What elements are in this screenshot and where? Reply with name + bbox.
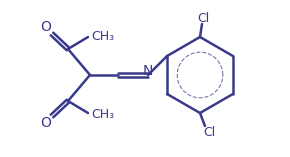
Text: Cl: Cl: [197, 11, 209, 24]
Text: CH₃: CH₃: [91, 30, 114, 43]
Text: Cl: Cl: [203, 125, 215, 138]
Text: O: O: [41, 20, 51, 34]
Text: CH₃: CH₃: [91, 108, 114, 121]
Text: N: N: [143, 64, 153, 78]
Text: O: O: [41, 116, 51, 130]
